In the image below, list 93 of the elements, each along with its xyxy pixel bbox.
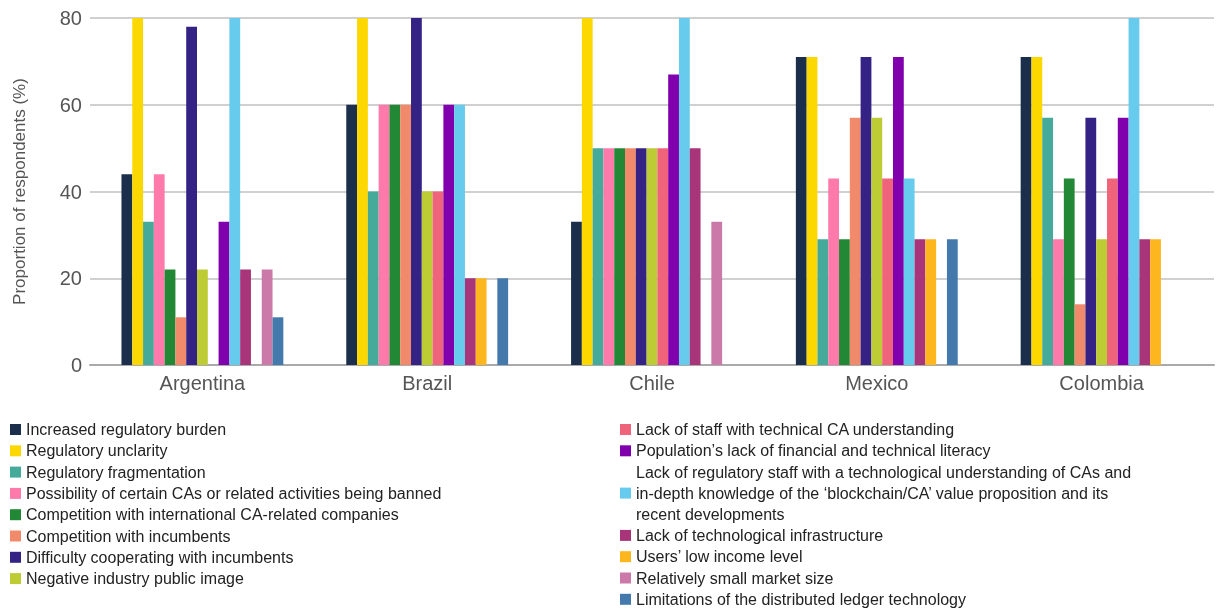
bar [464, 278, 476, 365]
legend-label: Users’ low income level [636, 548, 803, 566]
bar [421, 191, 433, 365]
legend-label: Population’s lack of financial and technical literacy [636, 442, 991, 460]
bar [689, 148, 701, 365]
bar [411, 18, 422, 365]
bar [806, 57, 818, 365]
legend-label: Lack of staff with technical CA understanding [636, 421, 955, 438]
legend-label: Negative industry public image [26, 570, 244, 588]
bar [164, 269, 176, 365]
bar [1139, 239, 1151, 365]
bar [646, 148, 658, 365]
bar [1150, 239, 1161, 365]
bar [795, 57, 807, 365]
legend-label: Competition with international CA-related companies [26, 506, 399, 524]
bar [261, 269, 273, 365]
bar [389, 104, 401, 365]
bar [197, 269, 208, 365]
bar [668, 74, 679, 365]
bar [218, 221, 230, 365]
y-tick-label: 80 [59, 7, 82, 29]
legend-label: Regulatory unclarity [26, 442, 168, 460]
x-tick-label: Argentina [159, 372, 247, 394]
bar [882, 178, 893, 365]
bar [1031, 57, 1043, 365]
bar [1063, 178, 1075, 365]
bar [346, 104, 358, 365]
bar [121, 174, 133, 365]
bar [914, 239, 926, 365]
bar [603, 148, 615, 365]
bar [443, 104, 455, 365]
x-tick-label: Chile [629, 372, 675, 394]
bar [400, 104, 412, 365]
bar [1042, 117, 1054, 365]
legend-label: Limitations of the distributed ledger technology [636, 590, 966, 608]
y-tick-label: 40 [59, 180, 82, 203]
bar [828, 178, 840, 365]
bar [592, 148, 604, 365]
bar [454, 104, 465, 365]
bar [272, 317, 284, 365]
bar [625, 148, 636, 365]
y-tick-label: 20 [59, 267, 82, 290]
bar [497, 278, 509, 365]
legend-label: Lack of technological infrastructure [636, 526, 884, 544]
bar [1020, 57, 1032, 365]
bar [1085, 117, 1097, 365]
legend-label: Difficulty cooperating with incumbents [26, 548, 294, 566]
bar [892, 57, 904, 365]
legend-label: Increased regulatory burden [26, 421, 227, 438]
y-axis-title: Proportion of respondents (%) [10, 78, 29, 305]
bar [240, 269, 251, 365]
bar [657, 148, 669, 365]
bar [860, 57, 872, 365]
bar [143, 221, 154, 365]
bar [1117, 117, 1129, 365]
bar [175, 317, 187, 365]
x-tick-label: Colombia [1059, 372, 1145, 394]
x-tick-label: Mexico [845, 372, 909, 394]
legend-label: Competition with incumbents [26, 527, 231, 545]
bar [817, 239, 829, 365]
bar [903, 178, 915, 365]
bar [839, 239, 850, 365]
bar [946, 239, 958, 365]
bar [475, 278, 487, 365]
bar [614, 148, 626, 365]
y-tick-label: 60 [59, 93, 82, 116]
bar [849, 117, 861, 365]
bar [711, 221, 723, 365]
bar [186, 26, 197, 365]
legend-label: Possibility of certain CAs or related activities being banned [26, 484, 442, 502]
bar [1128, 18, 1140, 365]
bar [132, 18, 144, 365]
bar [229, 18, 241, 365]
legend-label: Lack of regulatory staff with a technological understanding of CAs and in-depth knowledge of the ‘blockchain/CA’ value proposition and its recent developments [636, 463, 1136, 523]
bar [1096, 239, 1107, 365]
bar [153, 174, 165, 365]
bar [635, 148, 647, 365]
bar [581, 18, 593, 365]
bar [678, 18, 690, 365]
legend-label: Relatively small market size [636, 569, 834, 587]
bar [1074, 304, 1086, 365]
bar [432, 191, 444, 365]
bar [367, 191, 379, 365]
bar [1053, 239, 1064, 365]
x-tick-label: Brazil [402, 372, 453, 394]
bar [357, 18, 368, 365]
bar [925, 239, 937, 365]
legend-label: Regulatory fragmentation [26, 463, 206, 481]
bar [1107, 178, 1118, 365]
bar [871, 117, 883, 365]
bar [378, 104, 390, 365]
bar [571, 221, 582, 365]
y-tick-label: 0 [70, 354, 82, 376]
